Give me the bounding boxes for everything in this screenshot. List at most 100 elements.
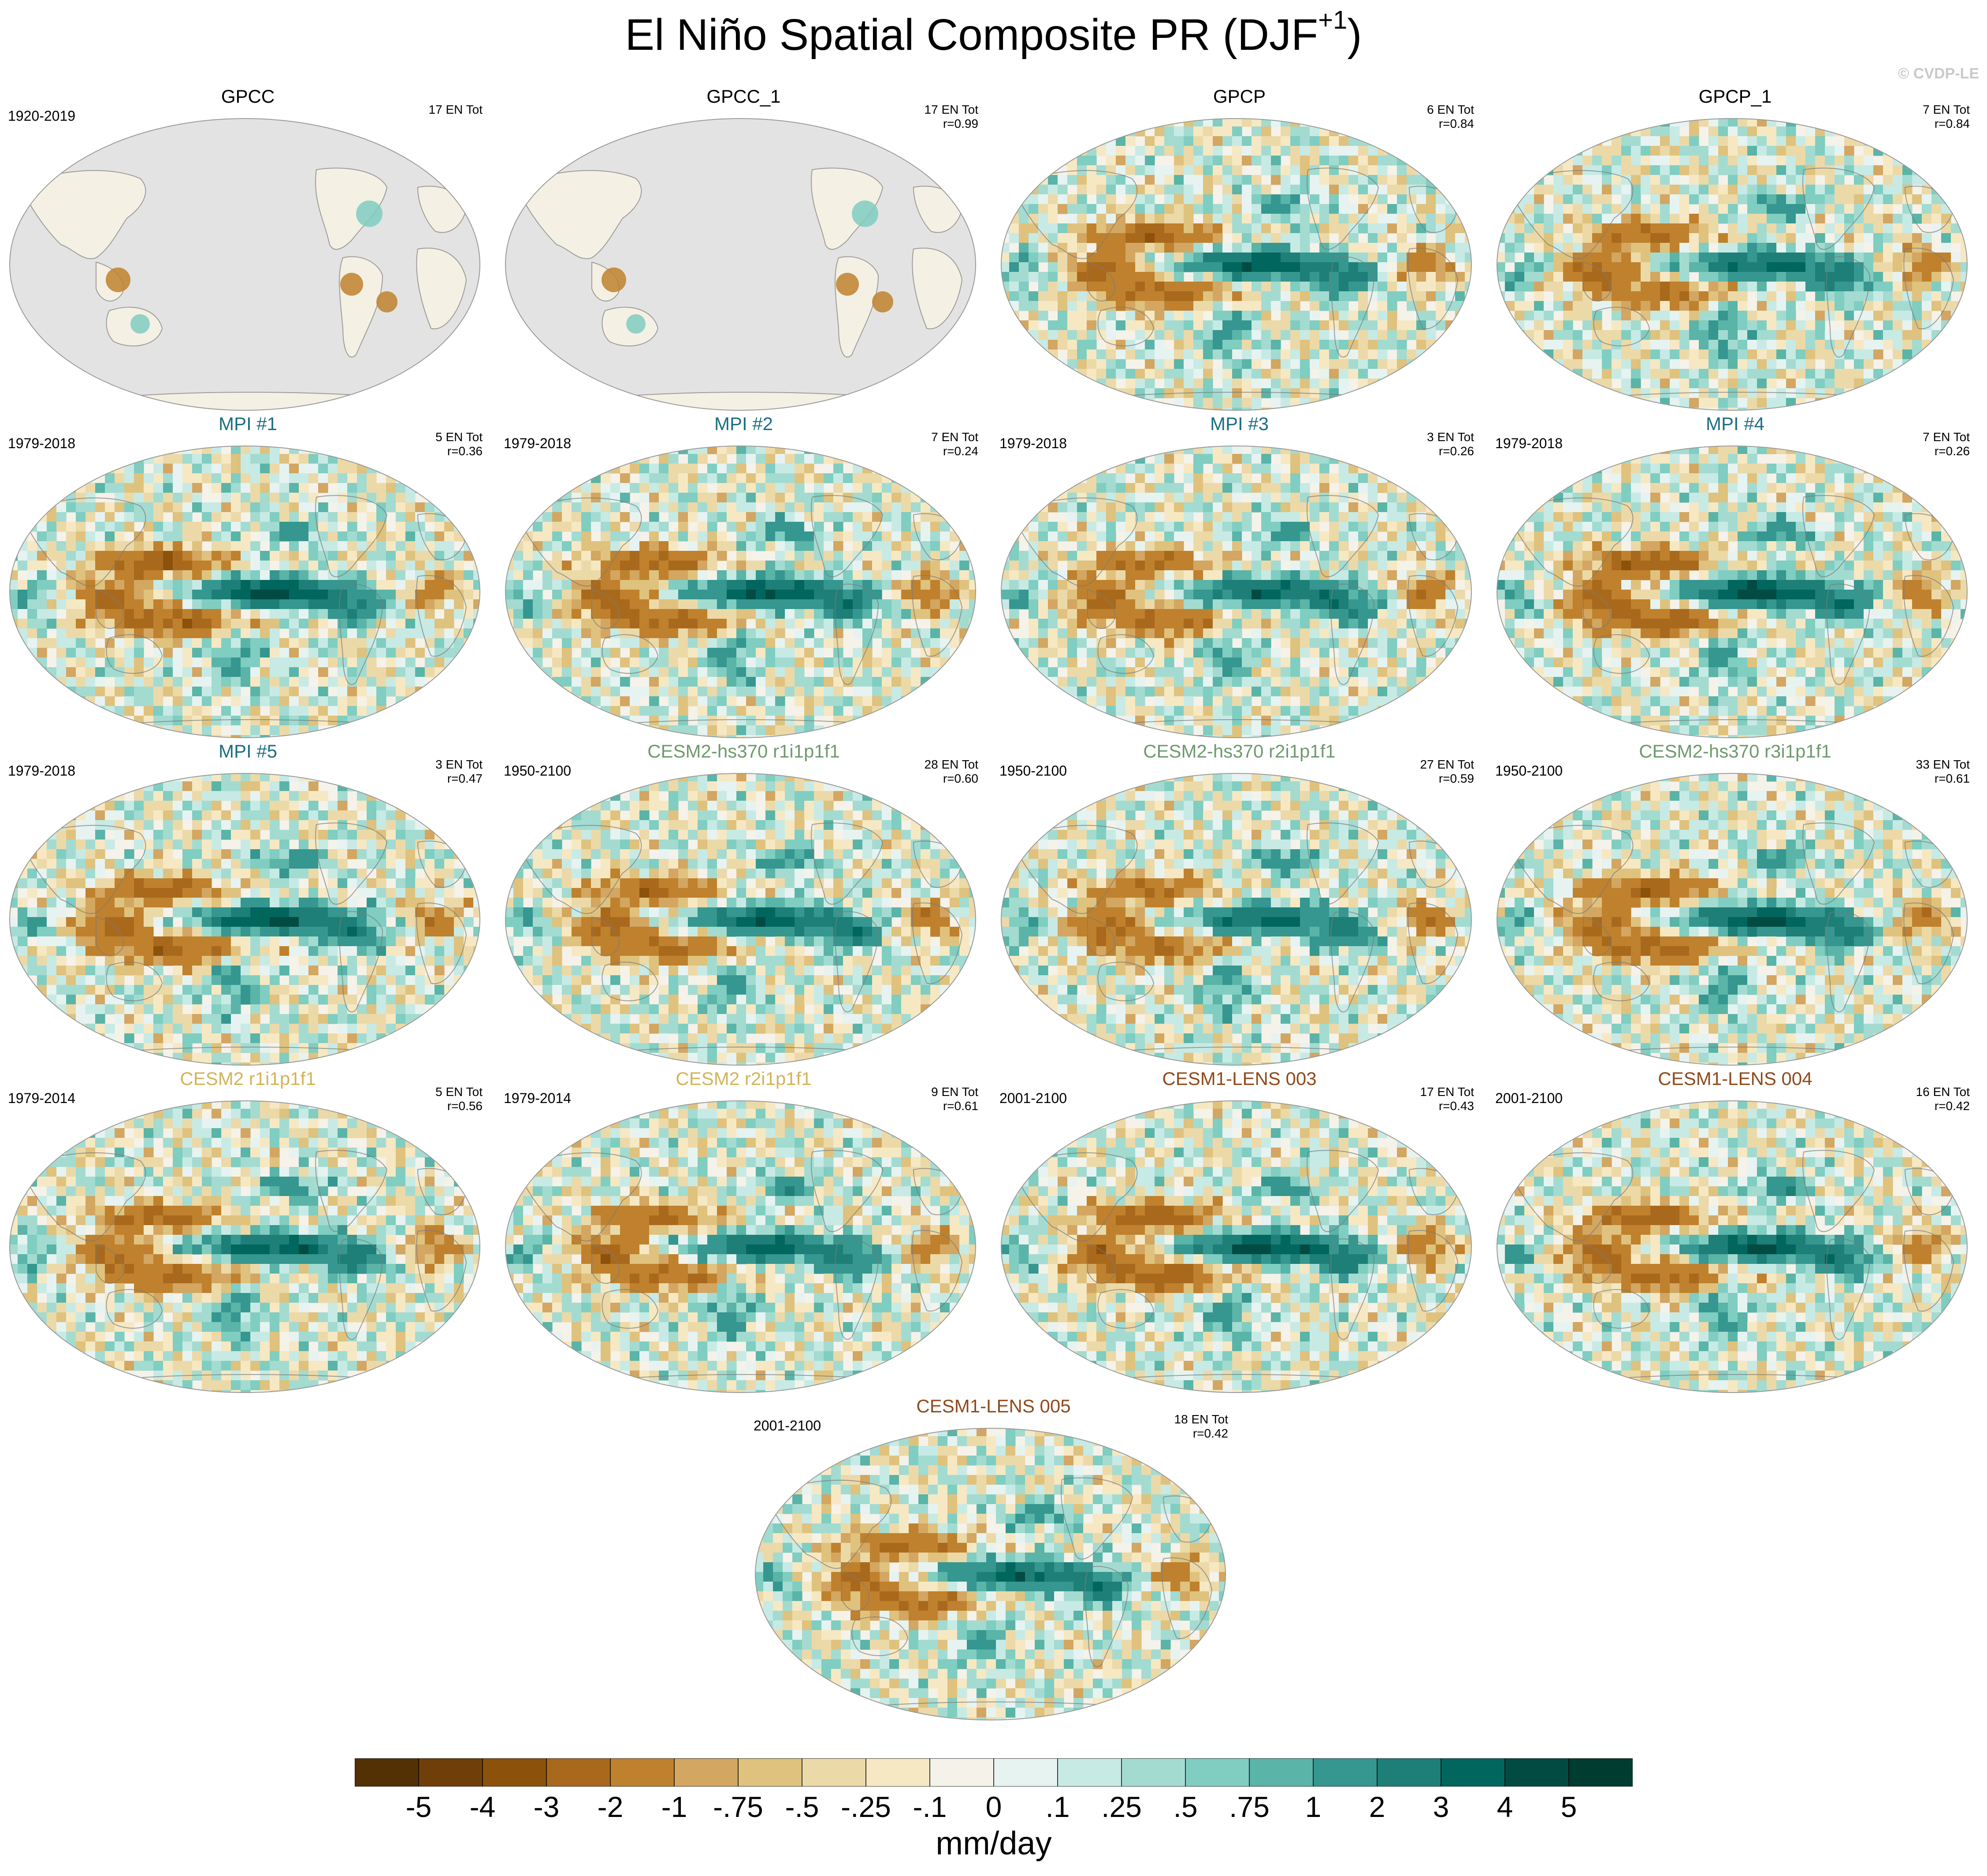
anomaly-cell	[1767, 301, 1777, 311]
anomaly-cell	[1106, 165, 1116, 175]
anomaly-cell	[1407, 320, 1417, 331]
anomaly-cell	[505, 464, 514, 474]
anomaly-cell	[115, 561, 125, 571]
anomaly-cell	[1465, 262, 1471, 272]
anomaly-cell	[250, 599, 260, 609]
anomaly-cell	[124, 638, 134, 648]
anomaly-cell	[882, 493, 892, 503]
anomaly-cell	[552, 570, 562, 580]
anomaly-cell	[1524, 156, 1534, 166]
anomaly-cell	[1271, 340, 1281, 350]
anomaly-cell	[1563, 165, 1573, 175]
anomaly-cell	[173, 677, 183, 687]
anomaly-cell	[1573, 311, 1583, 321]
anomaly-cell	[270, 454, 280, 464]
anomaly-cell	[347, 580, 357, 590]
anomaly-cell	[279, 570, 290, 580]
anomaly-cell	[1767, 330, 1777, 340]
anomaly-cell	[1339, 156, 1349, 166]
anomaly-cell	[1747, 388, 1757, 398]
anomaly-cell	[1397, 291, 1407, 301]
anomaly-cell	[1116, 253, 1126, 263]
anomaly-cell	[37, 464, 47, 474]
anomaly-cell	[1184, 185, 1194, 195]
anomaly-cell	[1213, 233, 1223, 243]
anomaly-cell	[1718, 204, 1728, 214]
anomaly-cell	[1339, 349, 1349, 360]
anomaly-cell	[386, 454, 396, 464]
anomaly-cell	[1864, 311, 1874, 321]
anomaly-cell	[1497, 272, 1505, 282]
anomaly-cell	[1951, 388, 1961, 398]
anomaly-cell	[376, 446, 386, 454]
anomaly-cell	[1922, 282, 1932, 292]
anomaly-cell	[1573, 243, 1583, 253]
anomaly-cell	[901, 464, 911, 474]
anomaly-cell	[1708, 253, 1719, 263]
anomaly-cell	[415, 667, 425, 677]
anomaly-cell	[464, 716, 474, 726]
anomaly-cell	[1728, 214, 1738, 224]
anomaly-cell	[435, 716, 445, 726]
anomaly-cell	[1300, 311, 1310, 321]
anomaly-cell	[533, 454, 543, 464]
anomaly-cell	[270, 464, 280, 474]
anomaly-cell	[1407, 282, 1417, 292]
anomaly-cell	[95, 716, 105, 726]
anomaly-cell	[1864, 320, 1874, 331]
anomaly-cell	[1708, 126, 1719, 137]
anomaly-cell	[505, 446, 514, 454]
anomaly-cell	[505, 512, 514, 522]
anomaly-cell	[649, 570, 659, 580]
anomaly-cell	[1815, 320, 1825, 331]
anomaly-cell	[1582, 136, 1593, 146]
anomaly-cell	[85, 541, 96, 551]
anomaly-cell	[1582, 379, 1593, 389]
anomaly-cell	[289, 454, 299, 464]
anomaly-cell	[425, 580, 435, 590]
anomaly-cell	[250, 541, 260, 551]
anomaly-cell	[1641, 301, 1651, 311]
anomaly-cell	[270, 446, 280, 454]
anomaly-cell	[241, 493, 251, 503]
anomaly-cell	[299, 590, 309, 600]
anomaly-cell	[134, 667, 144, 677]
anomaly-cell	[192, 483, 202, 493]
anomaly-cell	[192, 648, 202, 658]
anomaly-cell	[37, 725, 47, 736]
anomaly-cell	[1689, 126, 1699, 137]
anomaly-cell	[921, 493, 931, 503]
anomaly-cell	[1155, 311, 1165, 321]
panel-stat-line: 7 EN Tot	[1923, 103, 1970, 117]
anomaly-cell	[1805, 126, 1816, 137]
anomaly-cell	[1815, 272, 1825, 282]
anomaly-cell	[1922, 136, 1932, 146]
anomaly-cell	[1077, 311, 1087, 321]
anomaly-cell	[318, 619, 328, 629]
anomaly-cell	[1125, 340, 1136, 350]
anomaly-cell	[1815, 146, 1825, 156]
anomaly-cell	[1252, 311, 1262, 321]
anomaly-cell	[1368, 165, 1378, 175]
anomaly-cell	[824, 493, 834, 503]
anomaly-cell	[513, 541, 524, 551]
anomaly-cell	[1067, 233, 1077, 243]
anomaly-cell	[969, 493, 976, 503]
anomaly-cell	[1563, 253, 1573, 263]
anomaly-cell	[1232, 165, 1242, 175]
anomaly-cell	[1009, 165, 1019, 175]
anomaly-cell	[1767, 204, 1777, 214]
anomaly-cell	[1612, 311, 1622, 321]
anomaly-cell	[1106, 282, 1116, 292]
anomaly-cell	[891, 580, 902, 590]
anomaly-cell	[299, 706, 309, 716]
anomaly-cell	[940, 570, 950, 580]
anomaly-cell	[1465, 214, 1471, 224]
anomaly-cell	[1912, 301, 1922, 311]
anomaly-cell	[1873, 408, 1883, 410]
anomaly-cell	[1261, 204, 1271, 214]
anomaly-cell	[1883, 272, 1893, 282]
anomaly-cell	[1796, 223, 1806, 234]
anomaly-cell	[1747, 194, 1757, 204]
anomaly-cell	[1096, 398, 1107, 408]
